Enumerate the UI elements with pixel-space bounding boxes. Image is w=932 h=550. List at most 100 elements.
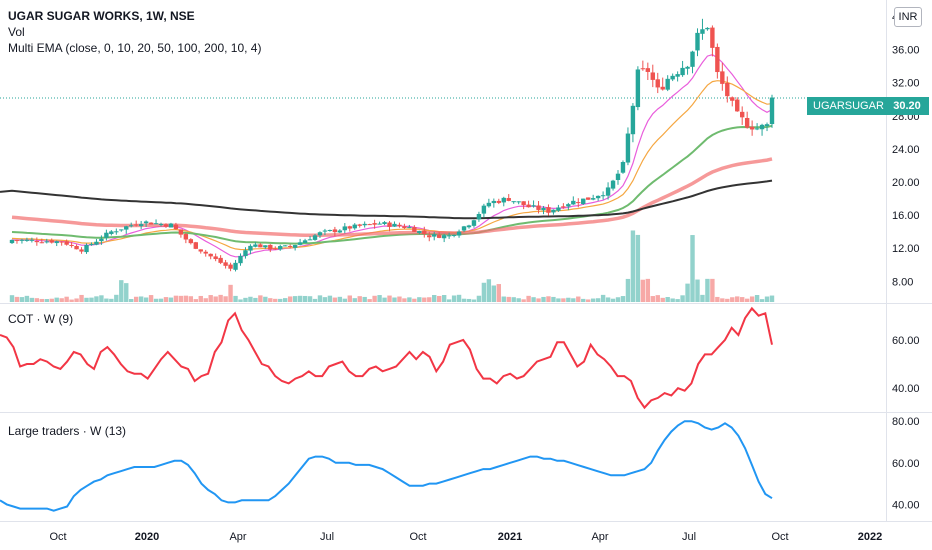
volume-bar [297,295,303,302]
candle-body [481,205,487,214]
volume-bar [764,296,770,302]
candle-body [521,201,526,206]
volume-bar [536,298,541,302]
price-candles [9,18,775,272]
volume-bar [561,298,566,302]
candle-body [54,241,59,244]
volume-bar [705,278,710,302]
candle-body [322,230,328,232]
volume-bar [263,296,268,302]
candle-body [153,223,159,225]
volume-bar [600,294,606,302]
candle-body [148,222,154,225]
volume-bar [754,295,760,302]
candle-body [59,241,64,243]
volume-bars [9,230,775,302]
candle-body [119,229,124,231]
candle-body [347,226,352,229]
candle-body [665,78,670,90]
candle-body [590,198,596,200]
candle-body [700,29,705,34]
ema-line [0,179,773,220]
time-tick-label: Oct [49,531,66,543]
candle-body [581,198,586,204]
volume-bar [665,297,670,302]
candle-body [759,124,765,130]
candle-body [541,207,546,211]
candle-body [501,197,506,203]
cot-panel: 60.00 40.00 [0,306,920,410]
volume-bar [620,296,626,302]
candle-body [208,253,213,257]
volume-bar [526,295,531,302]
volume-bar [148,295,154,302]
volume-bar [610,298,616,302]
price-legend: UGAR SUGAR WORKS, 1W, NSE Vol Multi EMA … [8,8,261,56]
candle-body [173,224,179,230]
candle-body [685,66,690,69]
volume-bar [412,298,417,302]
volume-bar [322,297,328,302]
candle-body [710,27,715,48]
indicator-line [0,306,773,410]
candle-body [536,205,541,210]
volume-bar [586,299,591,302]
large-traders-legend[interactable]: Large traders · W (13) [8,424,127,438]
volume-bar [556,298,561,302]
candle-body [357,224,362,226]
cot-legend[interactable]: COT · W (9) [8,312,74,326]
candle-body [412,227,417,232]
candle-body [744,117,750,128]
candle-body [188,239,194,244]
volume-bar [436,295,442,302]
volume-bar [451,295,457,302]
ema-label[interactable]: Multi EMA (close, 0, 10, 20, 50, 100, 20… [8,41,262,55]
volume-bar [337,296,343,302]
candle-body [178,229,184,235]
volume-bar [243,297,248,302]
volume-bar [124,283,129,302]
candle-body [109,231,114,234]
currency-badge[interactable]: INR [894,7,922,27]
volume-bar [680,295,685,302]
candle-body [725,82,730,97]
volume-bar [143,297,149,302]
volume-bar [302,295,308,302]
volume-bar [700,294,705,302]
ema-lines [0,54,773,258]
volume-bar [173,295,179,302]
volume-bar [516,298,521,302]
volume-bar [461,298,467,302]
volume-bar [372,295,377,302]
volume-bar [531,297,536,302]
candle-body [566,204,571,207]
candle-body [183,234,189,240]
volume-bar [660,297,665,302]
last-price-label: 30.20 [885,97,929,115]
volume-bar [213,296,218,302]
candle-body [238,255,243,264]
symbol-title[interactable]: UGAR SUGAR WORKS, 1W, NSE [8,9,195,23]
volume-bar [670,298,675,302]
candle-body [600,195,606,197]
candle-body [243,250,248,257]
candle-body [64,241,69,245]
volume-bar [168,297,174,302]
indicator-line [0,420,773,512]
volume-label[interactable]: Vol [8,25,25,39]
volume-bar [84,297,89,302]
candle-body [129,225,134,227]
volume-bar [769,295,775,302]
candle-body [263,245,268,248]
volume-bar [89,297,94,302]
volume-bar [39,298,45,302]
ticker-price-label: UGARSUGAR [807,97,890,115]
candle-body [705,27,710,30]
volume-bar [710,278,715,302]
volume-bar [392,297,397,302]
candle-body [595,195,601,199]
volume-bar [551,296,556,302]
candle-body [223,262,228,266]
